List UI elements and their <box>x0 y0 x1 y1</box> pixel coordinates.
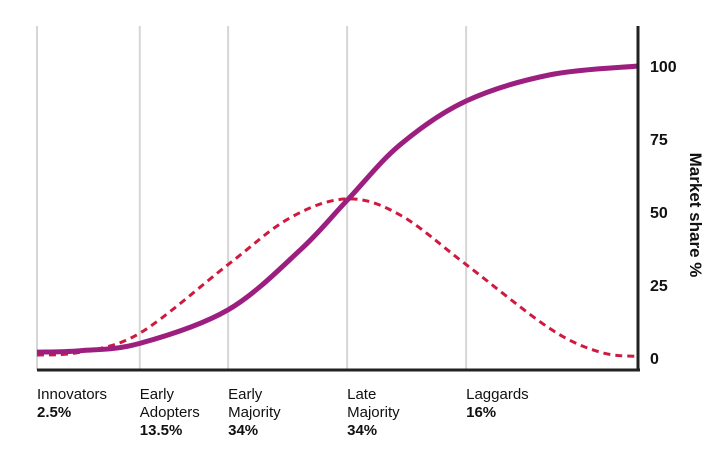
adoption-distribution-line <box>36 197 639 359</box>
category-name: Majority <box>347 404 400 421</box>
category-labels: Innovators2.5%EarlyAdopters13.5%EarlyMaj… <box>37 386 529 439</box>
y-tick-label: 75 <box>650 132 668 149</box>
category-name: Early <box>228 386 263 403</box>
category-name: Innovators <box>37 386 107 403</box>
category-share: 16% <box>466 404 496 421</box>
category-share: 2.5% <box>37 404 71 421</box>
category-name: Late <box>347 386 376 403</box>
category-share: 13.5% <box>140 422 183 439</box>
y-axis-label: Market share % <box>686 153 705 278</box>
curves <box>36 63 639 359</box>
y-tick-label: 0 <box>650 351 659 368</box>
y-tick-label: 100 <box>650 59 677 76</box>
y-tick-labels: 0 25 50 75 100 <box>650 59 677 368</box>
category-name: Majority <box>228 404 281 421</box>
y-tick-label: 25 <box>650 278 668 295</box>
gridlines <box>36 26 468 370</box>
category-name: Adopters <box>140 404 200 421</box>
category-name: Early <box>140 386 175 403</box>
y-tick-label: 50 <box>650 205 668 222</box>
adoption-cumulative-line <box>36 63 639 355</box>
category-name: Laggards <box>466 386 529 403</box>
category-share: 34% <box>228 422 258 439</box>
category-share: 34% <box>347 422 377 439</box>
